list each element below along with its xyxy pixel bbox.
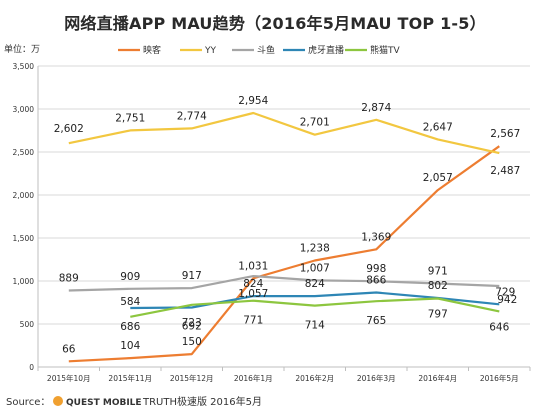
data-label: 866 (366, 275, 386, 287)
y-tick-label: 2,000 (13, 191, 35, 200)
data-label: 998 (366, 263, 386, 275)
data-label: 2,774 (177, 110, 207, 122)
data-label: 714 (305, 320, 325, 332)
data-label: 2,602 (54, 123, 84, 135)
x-tick-label: 2016年5月 (480, 373, 519, 383)
unit-label: 单位：万 (4, 43, 40, 55)
data-label: 1,057 (238, 288, 268, 300)
data-label: 2,487 (490, 165, 520, 177)
data-label: 942 (497, 294, 517, 306)
legend: 映客 YY 斗鱼 虎牙直播 熊猫TV (118, 44, 400, 56)
x-tick-label: 2016年2月 (295, 373, 334, 383)
data-label: 66 (62, 343, 76, 355)
questmobile-logo-icon (53, 396, 63, 406)
data-label: 889 (59, 273, 79, 285)
data-label: 150 (182, 336, 202, 348)
data-label: 1,369 (361, 231, 391, 243)
y-tick-label: 500 (20, 320, 35, 329)
data-label: 584 (120, 296, 140, 308)
data-label: 1,031 (238, 260, 268, 272)
y-tick-label: 1,000 (13, 277, 35, 286)
data-label: 1,007 (300, 262, 330, 274)
data-label: 2,874 (361, 102, 391, 114)
chart-title: 网络直播APP MAU趋势（2016年5月MAU TOP 1-5） (64, 14, 486, 33)
series-line-1 (68, 111, 500, 155)
y-tick-label: 2,500 (13, 148, 35, 157)
y-tick-label: 1,500 (13, 234, 35, 243)
data-label: 692 (182, 320, 202, 332)
x-tick-label: 2015年10月 (47, 373, 91, 383)
data-label: 765 (366, 315, 386, 327)
data-label: 824 (305, 278, 325, 290)
source-detail: TRUTH极速版 2016年5月 (142, 395, 262, 408)
source-line: Source： QUEST MOBILE TRUTH极速版 2016年5月 (6, 395, 262, 408)
data-label: 646 (489, 321, 509, 333)
legend-label: 虎牙直播 (308, 44, 344, 56)
y-axis: 0 500 1,000 1,500 2,000 2,500 3,000 3,500 (13, 62, 39, 372)
data-label: 917 (182, 270, 202, 282)
data-label: 824 (243, 278, 263, 290)
data-label: 771 (243, 315, 263, 327)
series-line-0 (68, 145, 500, 363)
data-label: 802 (428, 280, 448, 292)
legend-label: 斗鱼 (257, 44, 275, 56)
data-label: 2,567 (490, 128, 520, 140)
legend-label: 映客 (143, 44, 161, 56)
data-label: 686 (120, 321, 140, 333)
data-label: 723 (182, 317, 202, 329)
legend-label: 熊猫TV (370, 44, 400, 56)
gridlines (38, 65, 530, 325)
x-tick-label: 2016年1月 (234, 373, 273, 383)
source-brand: QUEST MOBILE (66, 398, 142, 408)
source-prefix: Source： (6, 397, 50, 408)
series-line-2 (68, 275, 500, 292)
data-label: 729 (495, 286, 515, 298)
data-label: 2,647 (423, 121, 453, 133)
data-label: 104 (120, 340, 140, 352)
series-line-4 (130, 297, 500, 318)
data-label: 2,701 (300, 117, 330, 129)
data-label: 2,954 (238, 95, 268, 107)
data-label: 2,057 (423, 172, 453, 184)
data-label: 2,751 (115, 112, 145, 124)
data-label: 909 (120, 271, 140, 283)
x-tick-label: 2015年12月 (170, 373, 214, 383)
x-tick-label: 2015年11月 (108, 373, 152, 383)
x-tick-label: 2016年3月 (357, 373, 396, 383)
x-axis: 2015年10月 2015年11月 2015年12月 2016年1月 2016年2月 20… (37, 366, 531, 383)
data-label: 971 (428, 265, 448, 277)
series-lines (68, 111, 500, 363)
y-tick-label: 0 (29, 363, 34, 372)
x-tick-label: 2016年4月 (418, 373, 457, 383)
data-label: 797 (428, 308, 448, 320)
data-labels: 66 104 150 1,031 1,238 1,369 2,057 2,567 2,602 2,… (54, 95, 521, 355)
y-tick-label: 3,000 (13, 105, 35, 114)
y-tick-label: 3,500 (13, 62, 35, 71)
legend-label: YY (204, 46, 216, 56)
data-label: 1,238 (300, 243, 330, 255)
